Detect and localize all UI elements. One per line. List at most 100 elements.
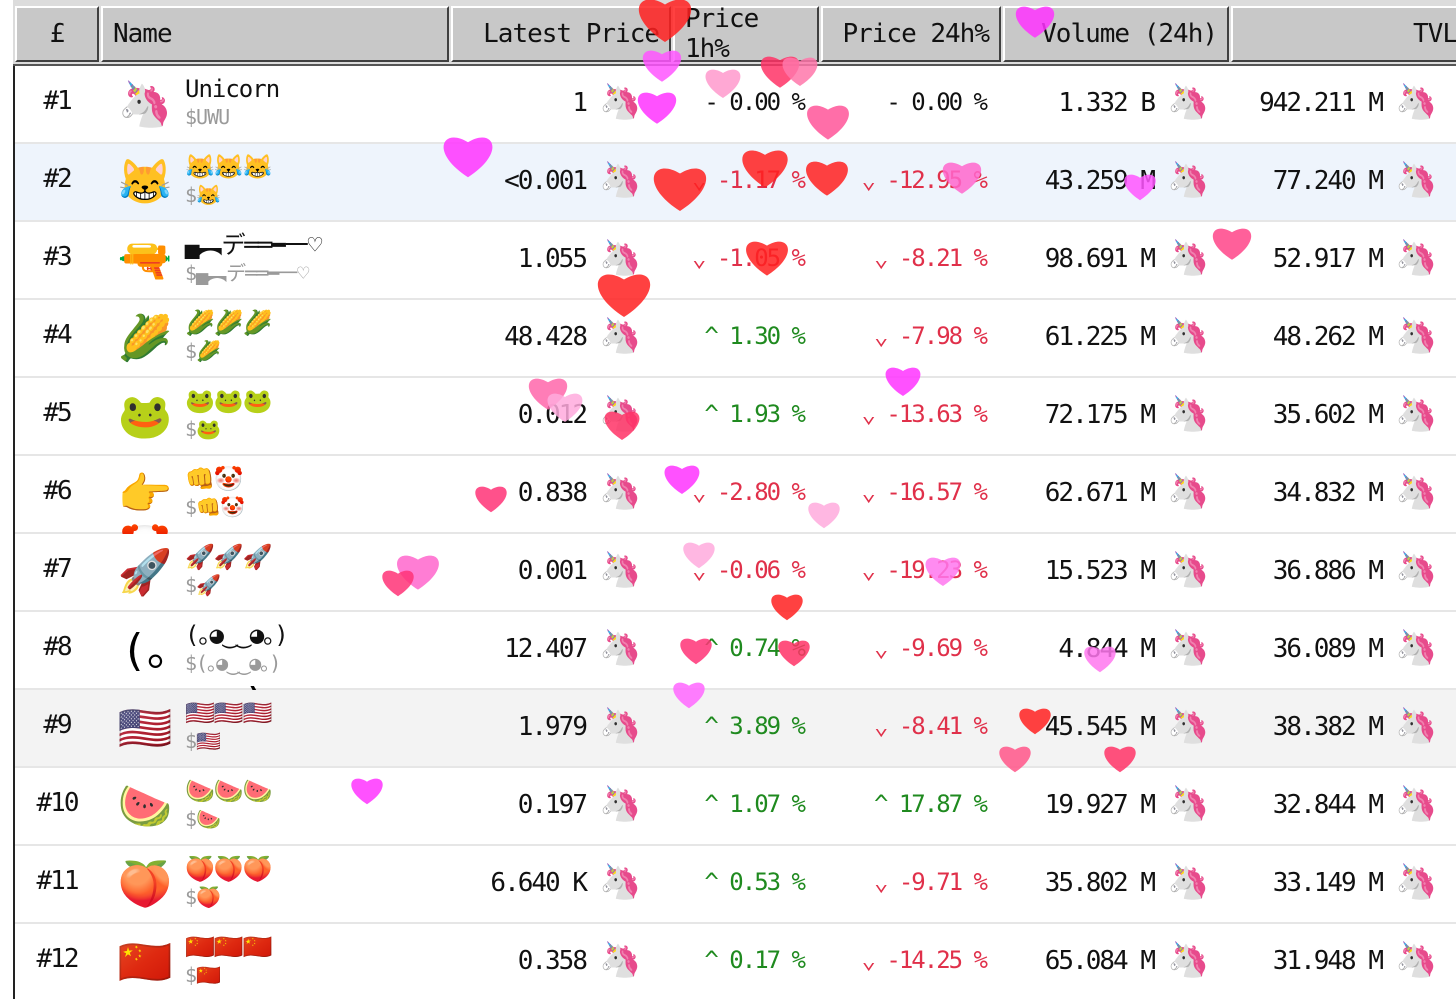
unicorn-currency-icon: 🦄: [1167, 394, 1210, 434]
token-name: ▄︻デ══━一♡: [185, 231, 322, 259]
rank-cell: #5: [43, 398, 72, 428]
price-change-1h: - 0.00 %: [704, 88, 806, 116]
price-change-1h: ⌄ -2.80 %: [691, 478, 806, 506]
token-name: 🇨🇳🇨🇳🇨🇳: [185, 933, 273, 961]
volume-24h-value: 43.259 M: [1044, 166, 1156, 196]
unicorn-currency-icon: 🦄: [1395, 784, 1438, 824]
volume-24h-value: 62.671 M: [1044, 478, 1156, 508]
tvl-value: 36.886 M: [1272, 556, 1384, 586]
token-icon: 🇺🇸: [117, 703, 173, 754]
column-header-price-1h[interactable]: Price 1h%: [673, 4, 819, 64]
unicorn-currency-icon: 🦄: [1395, 706, 1438, 746]
token-symbol: $🐸: [185, 417, 221, 441]
unicorn-currency-icon: 🦄: [1395, 316, 1438, 356]
token-name: (｡◕‿‿◕｡): [185, 621, 289, 649]
table-row[interactable]: #9 🇺🇸 🇺🇸🇺🇸🇺🇸 $🇺🇸 1.979 🦄 ^ 3.89 % ⌄ -8.41 % 45.5…: [15, 690, 1456, 768]
price-change-24h: ⌄ -19.23 %: [861, 556, 988, 584]
price-change-24h: ⌄ -12.95 %: [861, 166, 988, 194]
unicorn-currency-icon: 🦄: [599, 238, 642, 278]
price-change-24h: ⌄ -16.57 %: [861, 478, 988, 506]
price-change-1h: ⌄ -1.05 %: [691, 244, 806, 272]
token-icon: 🍉: [117, 781, 173, 832]
token-symbol: $🚀: [185, 573, 221, 597]
unicorn-currency-icon: 🦄: [599, 628, 642, 668]
latest-price-value: 0.838: [517, 478, 588, 508]
price-change-24h: ⌄ -8.21 %: [873, 244, 988, 272]
token-name: 🍑🍑🍑: [185, 855, 273, 883]
token-symbol: $👊🤡: [185, 495, 245, 519]
tvl-value: 52.917 M: [1272, 244, 1384, 274]
token-table-body: #1 🦄 Unicorn $UWU 1 🦄 - 0.00 % - 0.00 % 1.332 B 🦄…: [15, 66, 1456, 999]
column-header-tvl[interactable]: TVL: [1231, 6, 1456, 62]
token-symbol: $🇨🇳: [185, 963, 221, 987]
rank-cell: #6: [43, 476, 72, 506]
table-row[interactable]: #2 😹 😹😹😹 $😹 <0.001 🦄 ⌄ -1.17 % ⌄ -12.95 % 43.259…: [15, 144, 1456, 222]
price-change-24h: ⌄ -13.63 %: [861, 400, 988, 428]
token-name: Unicorn: [185, 75, 280, 103]
table-row[interactable]: #3 🔫 ▄︻デ══━一♡ $▄︻デ══━一♡ 1.055 🦄 ⌄ -1.05 % ⌄ -8.…: [15, 222, 1456, 300]
token-symbol: $UWU: [185, 105, 230, 129]
token-icon: 🇨🇳: [117, 937, 173, 988]
unicorn-currency-icon: 🦄: [1167, 472, 1210, 512]
tvl-value: 33.149 M: [1272, 868, 1384, 898]
latest-price-value: 48.428: [504, 322, 588, 352]
unicorn-currency-icon: 🦄: [1167, 706, 1210, 746]
column-header-name[interactable]: Name: [101, 6, 449, 62]
token-symbol: $🌽: [185, 339, 221, 363]
table-row[interactable]: #6👉🤡👊🤡$👊🤡0.838🦄⌄ -2.80 %⌄ -16.57 %62.671…: [15, 456, 1456, 574]
unicorn-currency-icon: 🦄: [599, 940, 642, 980]
price-change-1h: ⌄ -1.17 %: [691, 166, 806, 194]
unicorn-currency-icon: 🦄: [1395, 862, 1438, 902]
price-change-1h: ^ 0.74 %: [704, 634, 806, 662]
latest-price-value: 6.640 K: [490, 868, 588, 898]
token-symbol: $😹: [185, 183, 221, 207]
table-row[interactable]: #1 🦄 Unicorn $UWU 1 🦄 - 0.00 % - 0.00 % 1.332 B 🦄…: [15, 66, 1456, 144]
unicorn-currency-icon: 🦄: [599, 784, 642, 824]
token-name: 👊🤡: [185, 465, 244, 493]
token-symbol: $🇺🇸: [185, 729, 221, 753]
latest-price-value: 0.358: [517, 946, 588, 976]
volume-24h-value: 15.523 M: [1044, 556, 1156, 586]
price-change-1h: ^ 0.53 %: [704, 868, 806, 896]
column-header-volume-24h[interactable]: Volume (24h): [1003, 6, 1229, 62]
token-name: 🐸🐸🐸: [185, 387, 273, 415]
unicorn-currency-icon: 🦄: [1395, 628, 1438, 668]
unicorn-currency-icon: 🦄: [599, 550, 642, 590]
price-change-1h: ^ 0.17 %: [704, 946, 806, 974]
token-symbol: $▄︻デ══━一♡: [185, 261, 309, 285]
unicorn-currency-icon: 🦄: [1167, 160, 1210, 200]
token-name: 🌽🌽🌽: [185, 309, 273, 337]
unicorn-currency-icon: 🦄: [1395, 82, 1438, 122]
rank-cell: #11: [36, 866, 80, 896]
table-row[interactable]: #10 🍉 🍉🍉🍉 $🍉 0.197 🦄 ^ 1.07 % ^ 17.87 % 19.927 M…: [15, 768, 1456, 846]
unicorn-currency-icon: 🦄: [1395, 940, 1438, 980]
price-change-1h: ^ 1.07 %: [704, 790, 806, 818]
latest-price-value: 1.979: [517, 712, 588, 742]
unicorn-currency-icon: 🦄: [1395, 550, 1438, 590]
table-row[interactable]: #7 🚀 🚀🚀🚀 $🚀 0.001 🦄 ⌄ -0.06 % ⌄ -19.23 % 15.523 …: [15, 534, 1456, 612]
table-row[interactable]: #4 🌽 🌽🌽🌽 $🌽 48.428 🦄 ^ 1.30 % ⌄ -7.98 % 61.225 M…: [15, 300, 1456, 378]
unicorn-currency-icon: 🦄: [1167, 862, 1210, 902]
unicorn-currency-icon: 🦄: [1395, 394, 1438, 434]
column-header-price-24h[interactable]: Price 24h%: [821, 6, 1001, 62]
price-change-24h: ⌄ -7.98 %: [873, 322, 988, 350]
latest-price-value: 1: [572, 88, 588, 118]
table-row[interactable]: #8(｡◕‿‿◕｡)(｡◕‿‿◕｡)$(｡◕‿‿◕｡)12.407🦄^ 0.74…: [15, 612, 1456, 730]
latest-price-value: 0.001: [517, 556, 588, 586]
table-row[interactable]: #12 🇨🇳 🇨🇳🇨🇳🇨🇳 $🇨🇳 0.358 🦄 ^ 0.17 % ⌄ -14.25 % 65…: [15, 924, 1456, 999]
token-symbol: $(｡◕‿‿◕｡): [185, 651, 281, 675]
rank-cell: #2: [43, 164, 72, 194]
unicorn-currency-icon: 🦄: [599, 862, 642, 902]
token-icon: 🚀: [117, 547, 173, 598]
token-icon: 🍑: [117, 859, 173, 910]
table-row[interactable]: #5 🐸 🐸🐸🐸 $🐸 0.012 🦄 ^ 1.93 % ⌄ -13.63 % 72.175 M…: [15, 378, 1456, 456]
column-header-currency[interactable]: £: [15, 6, 99, 62]
rank-cell: #12: [36, 944, 80, 974]
price-change-1h: ^ 1.93 %: [704, 400, 806, 428]
tvl-value: 35.602 M: [1272, 400, 1384, 430]
unicorn-currency-icon: 🦄: [599, 472, 642, 512]
table-row[interactable]: #11 🍑 🍑🍑🍑 $🍑 6.640 K 🦄 ^ 0.53 % ⌄ -9.71 % 35.802…: [15, 846, 1456, 924]
unicorn-currency-icon: 🦄: [1395, 472, 1438, 512]
price-change-24h: ⌄ -14.25 %: [861, 946, 988, 974]
column-header-latest-price[interactable]: Latest Price: [451, 6, 671, 62]
